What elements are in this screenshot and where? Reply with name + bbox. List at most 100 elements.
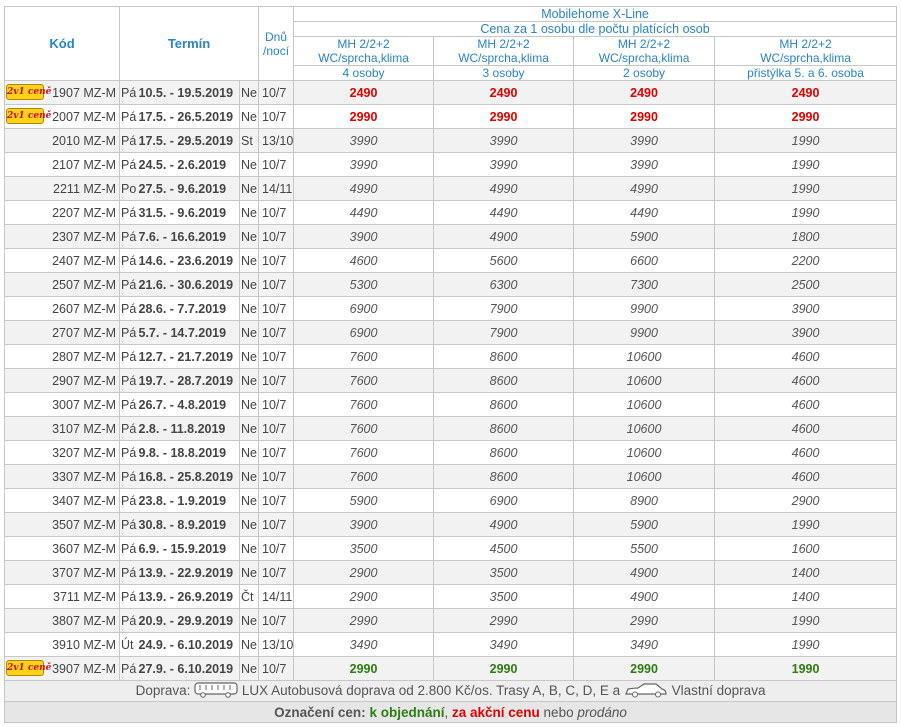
table-row[interactable]: 2907 MZ-M Pá 19.7. - 28.7.2019 Ne 10/7 7600 86…: [4, 368, 898, 393]
row-start-day: Pá: [119, 608, 139, 633]
table-row[interactable]: 3910 MZ-M Út 24.9. - 6.10.2019 Ne 13/10 3490 3…: [4, 632, 898, 657]
table-row[interactable]: 2807 MZ-M Pá 12.7. - 21.7.2019 Ne 10/7 7600 86…: [4, 344, 898, 369]
table-row[interactable]: 2607 MZ-M Pá 28.6. - 7.7.2019 Ne 10/7 6900 790…: [4, 296, 898, 321]
price-cell[interactable]: 2490: [573, 80, 716, 105]
row-code-cell: 3407 MZ-M: [4, 488, 120, 513]
row-length: 10/7: [258, 440, 295, 465]
table-row[interactable]: 3807 MZ-M Pá 20.9. - 29.9.2019 Ne 10/7 2990 29…: [4, 608, 898, 633]
price-cell: 10600: [573, 416, 716, 441]
price-cell: 3900: [293, 512, 435, 537]
footer-legend: Označení cen: k objednání, za akční cenu…: [3, 701, 898, 723]
price-cell: 7600: [293, 440, 435, 465]
row-length: 10/7: [258, 656, 295, 681]
row-code-cell: 2010 MZ-M: [4, 128, 120, 153]
price-cell: 8600: [433, 392, 575, 417]
table-row[interactable]: 2307 MZ-M Pá 7.6. - 16.6.2019 Ne 10/7 3900 490…: [4, 224, 898, 249]
table-row[interactable]: 2010 MZ-M Pá 17.5. - 29.5.2019 St 13/10 3990 3…: [4, 128, 898, 153]
row-end-day: Ne: [238, 176, 260, 201]
row-start-day: Pá: [119, 416, 139, 441]
price-cell: 4600: [714, 464, 898, 489]
row-length: 10/7: [258, 80, 295, 105]
table-row[interactable]: 2507 MZ-M Pá 21.6. - 30.6.2019 Ne 10/7 5300 63…: [4, 272, 898, 297]
price-cell: 5300: [293, 272, 435, 297]
header-col-2: MH 2/2+2 WC/sprcha,klima: [433, 36, 575, 66]
table-row[interactable]: 2707 MZ-M Pá 5.7. - 14.7.2019 Ne 10/7 6900 790…: [4, 320, 898, 345]
car-icon: [624, 682, 668, 701]
price-cell: 5600: [433, 248, 575, 273]
row-dates: 24.5. - 2.6.2019: [138, 152, 240, 177]
table-row[interactable]: 3407 MZ-M Pá 23.8. - 1.9.2019 Ne 10/7 5900 690…: [4, 488, 898, 513]
price-cell: 2900: [293, 584, 435, 609]
price-cell[interactable]: 2990: [573, 656, 716, 681]
table-row[interactable]: 2v1 ceně 3907 MZ-M Pá 27.9. - 6.10.2019 Ne 10…: [4, 656, 898, 681]
table-row[interactable]: 2v1 ceně 2007 MZ-M Pá 17.5. - 26.5.2019 Ne 10…: [4, 104, 898, 129]
table-row[interactable]: 3307 MZ-M Pá 16.8. - 25.8.2019 Ne 10/7 7600 86…: [4, 464, 898, 489]
table-row[interactable]: 2211 MZ-M Po 27.5. - 9.6.2019 Ne 14/11 4990 49…: [4, 176, 898, 201]
table-row[interactable]: 3007 MZ-M Pá 26.7. - 4.8.2019 Ne 10/7 7600 860…: [4, 392, 898, 417]
price-cell: 10600: [573, 440, 716, 465]
price-cell: 7600: [293, 368, 435, 393]
table-row[interactable]: 2107 MZ-M Pá 24.5. - 2.6.2019 Ne 10/7 3990 399…: [4, 152, 898, 177]
header-dnu: Dnů /nocí: [258, 6, 295, 81]
price-cell[interactable]: 2490: [714, 80, 898, 105]
table-row[interactable]: 3711 MZ-M Pá 13.9. - 26.9.2019 Čt 14/11 2900 3…: [4, 584, 898, 609]
row-length: 10/7: [258, 488, 295, 513]
table-row[interactable]: 3607 MZ-M Pá 6.9. - 15.9.2019 Ne 10/7 3500 450…: [4, 536, 898, 561]
price-cell: 3990: [573, 152, 716, 177]
row-start-day: Pá: [119, 512, 139, 537]
legend-action: za akční cenu: [451, 704, 540, 720]
table-row[interactable]: 3507 MZ-M Pá 30.8. - 8.9.2019 Ne 10/7 3900 490…: [4, 512, 898, 537]
table-row[interactable]: 2207 MZ-M Pá 31.5. - 9.6.2019 Ne 10/7 4490 449…: [4, 200, 898, 225]
price-cell: 1990: [714, 608, 898, 633]
row-length: 10/7: [258, 536, 295, 561]
price-cell[interactable]: 1990: [714, 656, 898, 681]
table-row[interactable]: 3707 MZ-M Pá 13.9. - 22.9.2019 Ne 10/7 2900 35…: [4, 560, 898, 585]
price-cell: 6900: [293, 296, 435, 321]
table-row[interactable]: 3107 MZ-M Pá 2.8. - 11.8.2019 Ne 10/7 7600 860…: [4, 416, 898, 441]
row-length: 10/7: [258, 248, 295, 273]
table-row[interactable]: 2v1 ceně 1907 MZ-M Pá 10.5. - 19.5.2019 Ne 10…: [4, 80, 898, 105]
row-start-day: Pá: [119, 200, 139, 225]
row-start-day: Pá: [119, 80, 139, 105]
row-code-cell: 3507 MZ-M: [4, 512, 120, 537]
price-cell[interactable]: 2990: [433, 104, 575, 129]
row-code-cell: 2507 MZ-M: [4, 272, 120, 297]
price-cell: 3900: [714, 296, 898, 321]
price-cell: 1990: [714, 512, 898, 537]
table-row[interactable]: 2407 MZ-M Pá 14.6. - 23.6.2019 Ne 10/7 4600 56…: [4, 248, 898, 273]
price-cell: 1990: [714, 152, 898, 177]
row-start-day: Pá: [119, 536, 139, 561]
price-cell[interactable]: 2990: [433, 656, 575, 681]
row-start-day: Po: [119, 176, 139, 201]
header-col-line2: WC/sprcha,klima: [598, 51, 690, 65]
row-length: 10/7: [258, 296, 295, 321]
row-end-day: Ne: [238, 632, 260, 657]
price-cell: 7900: [433, 320, 575, 345]
table-row[interactable]: 3207 MZ-M Pá 9.8. - 18.8.2019 Ne 10/7 7600 860…: [4, 440, 898, 465]
price-cell: 10600: [573, 464, 716, 489]
price-cell: 7600: [293, 344, 435, 369]
row-length: 10/7: [258, 344, 295, 369]
row-dates: 27.5. - 9.6.2019: [138, 176, 240, 201]
row-code: 2807 MZ-M: [52, 349, 116, 364]
header-col-1: MH 2/2+2 WC/sprcha,klima: [293, 36, 435, 66]
row-code: 3807 MZ-M: [52, 613, 116, 628]
row-code-cell: 2307 MZ-M: [4, 224, 120, 249]
price-cell[interactable]: 2490: [433, 80, 575, 105]
price-cell[interactable]: 2990: [293, 656, 435, 681]
row-dates: 7.6. - 16.6.2019: [138, 224, 240, 249]
price-cell[interactable]: 2990: [293, 104, 435, 129]
price-cell: 1990: [714, 200, 898, 225]
row-end-day: Ne: [238, 608, 260, 633]
price-cell[interactable]: 2490: [293, 80, 435, 105]
price-cell[interactable]: 2990: [714, 104, 898, 129]
row-end-day: Ne: [238, 368, 260, 393]
price-cell: 4900: [573, 584, 716, 609]
row-dates: 16.8. - 25.8.2019: [138, 464, 240, 489]
price-cell: 2990: [573, 608, 716, 633]
price-cell: 5900: [573, 224, 716, 249]
price-cell: 3990: [293, 152, 435, 177]
row-end-day: Ne: [238, 272, 260, 297]
price-cell[interactable]: 2990: [573, 104, 716, 129]
row-start-day: Pá: [119, 464, 139, 489]
